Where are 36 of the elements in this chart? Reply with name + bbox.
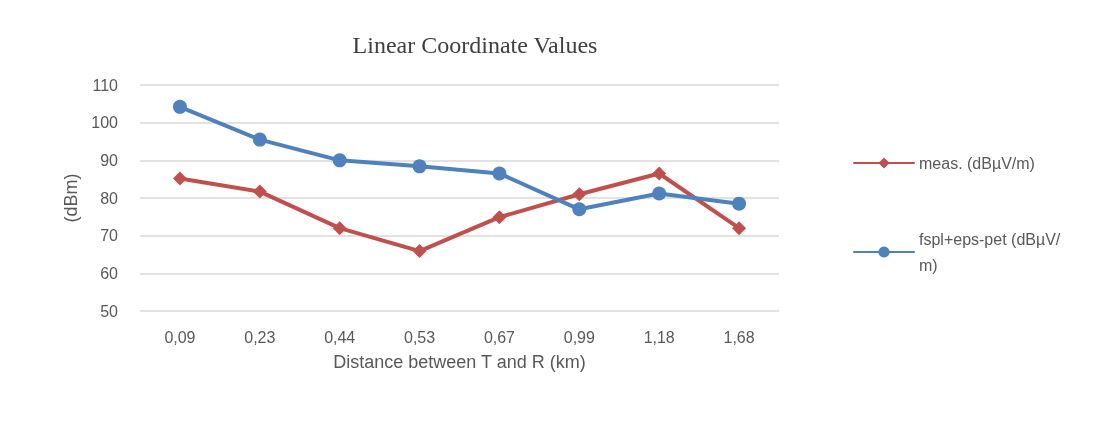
point: [572, 202, 587, 217]
y-tick-label: 110: [92, 76, 119, 94]
x-tick-label: 0,09: [164, 328, 196, 346]
y-axis-title: (dBm): [61, 173, 81, 223]
y-tick-label: 70: [100, 227, 119, 245]
x-axis-title: Distance between T and R (km): [333, 352, 586, 372]
point: [252, 184, 267, 199]
x-tick-label: 0,99: [563, 328, 595, 346]
point: [652, 186, 667, 201]
x-tick-label: 0,23: [244, 328, 276, 346]
point: [652, 166, 667, 181]
point: [732, 221, 747, 236]
legend-label: meas. (dBµV/m): [919, 154, 1035, 172]
y-tick-label: 100: [91, 114, 119, 132]
point: [492, 210, 507, 225]
point: [332, 221, 347, 236]
point: [252, 132, 267, 147]
point: [332, 153, 347, 168]
y-tick-label: 80: [100, 189, 119, 207]
point: [412, 159, 427, 174]
x-tick-label: 1,68: [723, 328, 755, 346]
y-tick-label: 60: [100, 264, 119, 282]
x-tick-label: 0,67: [483, 328, 516, 346]
x-tick-label: 0,53: [403, 328, 436, 346]
legend-label: fspl+eps-pet (dBµV/m): [919, 230, 1061, 274]
point: [492, 166, 507, 181]
point: [572, 187, 587, 202]
x-tick-label: 0,44: [324, 328, 356, 346]
point: [412, 244, 427, 259]
point: [172, 99, 187, 114]
point: [172, 171, 187, 186]
chart-title: Linear Coordinate Values: [352, 32, 598, 58]
x-tick-label: 1,18: [643, 328, 675, 346]
y-tick-label: 50: [100, 302, 119, 320]
y-tick-label: 90: [100, 151, 119, 169]
point: [732, 196, 747, 211]
